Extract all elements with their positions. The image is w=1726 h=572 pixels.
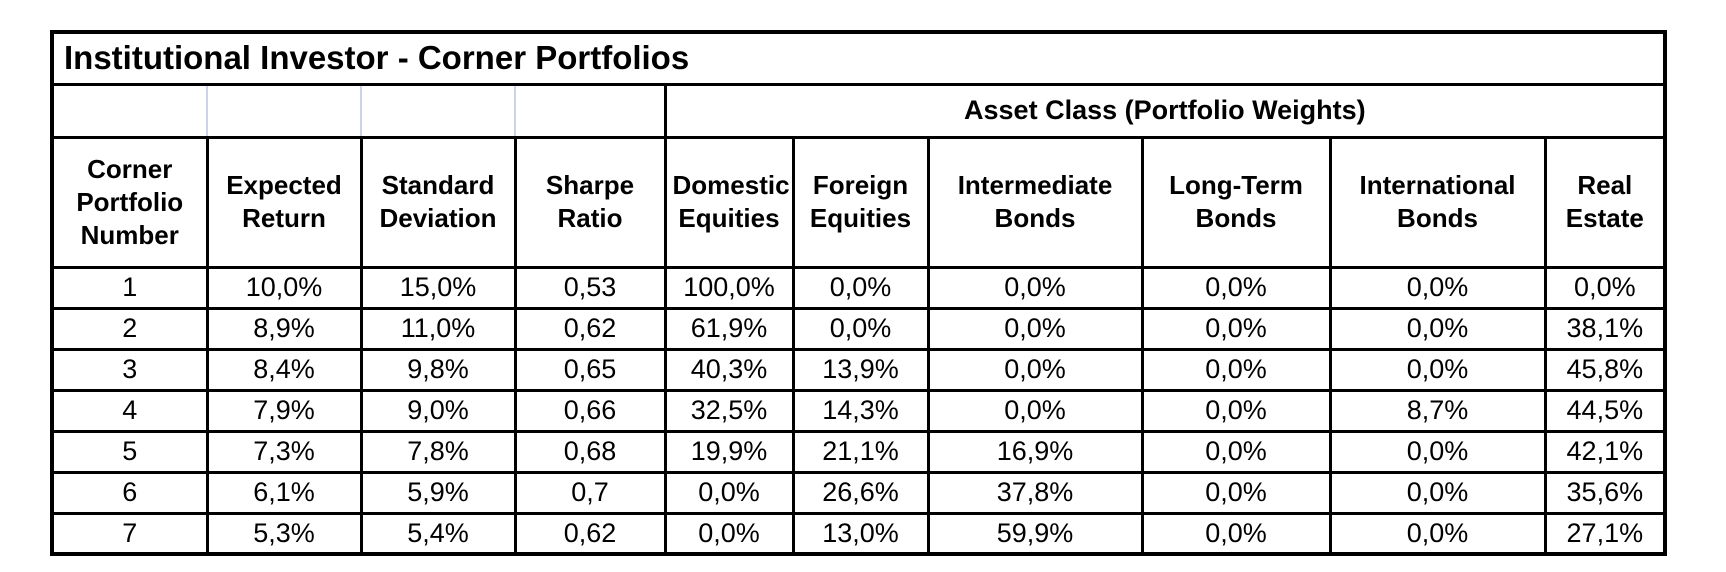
weight-value-cell: 7,8% bbox=[359, 429, 517, 474]
table-row: 2 8,9% 11,0% 0,62 61,9% 0,0% 0,0% 0,0% 0,0% 38,1% bbox=[50, 306, 1667, 351]
portfolio-number-cell: 4 bbox=[50, 388, 209, 433]
weight-value-cell: 42,1% bbox=[1543, 429, 1667, 474]
weight-value-cell: 7,3% bbox=[205, 429, 363, 474]
weight-value-cell: 5,4% bbox=[359, 511, 517, 556]
weight-value-cell: 13,0% bbox=[791, 511, 930, 556]
column-header: Standard Deviation bbox=[359, 135, 517, 269]
table-row: 4 7,9% 9,0% 0,66 32,5% 14,3% 0,0% 0,0% 8,7% 44,5% bbox=[50, 388, 1667, 433]
empty-cell bbox=[515, 82, 665, 139]
weight-value-cell: 100,0% bbox=[663, 265, 795, 310]
column-header: Domestic Equities bbox=[663, 135, 795, 269]
weight-value-cell: 44,5% bbox=[1543, 388, 1667, 433]
weight-value-cell: 40,3% bbox=[663, 347, 795, 392]
weight-value-cell: 32,5% bbox=[663, 388, 795, 433]
weight-value-cell: 0,0% bbox=[1328, 470, 1547, 515]
weight-value-cell: 38,1% bbox=[1543, 306, 1667, 351]
weight-value-cell: 0,0% bbox=[791, 306, 930, 351]
empty-cell bbox=[361, 82, 516, 139]
weight-value-cell: 9,8% bbox=[359, 347, 517, 392]
weight-value-cell: 26,6% bbox=[791, 470, 930, 515]
portfolio-number-cell: 6 bbox=[50, 470, 209, 515]
weight-value-cell: 0,65 bbox=[513, 347, 667, 392]
empty-cell bbox=[207, 82, 362, 139]
weight-value-cell: 45,8% bbox=[1543, 347, 1667, 392]
column-header: Sharpe Ratio bbox=[513, 135, 667, 269]
weight-value-cell: 0,0% bbox=[1328, 306, 1547, 351]
weight-value-cell: 0,0% bbox=[1140, 388, 1332, 433]
weight-value-cell: 10,0% bbox=[205, 265, 363, 310]
weight-value-cell: 0,0% bbox=[1328, 265, 1547, 310]
weight-value-cell: 0,68 bbox=[513, 429, 667, 474]
weight-value-cell: 16,9% bbox=[926, 429, 1144, 474]
group-header-row: Asset Class (Portfolio Weights) bbox=[50, 82, 1667, 139]
column-header: Expected Return bbox=[205, 135, 363, 269]
weight-value-cell: 0,0% bbox=[926, 265, 1144, 310]
weight-value-cell: 0,0% bbox=[1140, 470, 1332, 515]
table-row: 5 7,3% 7,8% 0,68 19,9% 21,1% 16,9% 0,0% 0,0% 42,1… bbox=[50, 429, 1667, 474]
weight-value-cell: 0,0% bbox=[926, 347, 1144, 392]
column-header: Real Estate bbox=[1543, 135, 1667, 269]
weight-value-cell: 35,6% bbox=[1543, 470, 1667, 515]
weight-value-cell: 37,8% bbox=[926, 470, 1144, 515]
column-header: International Bonds bbox=[1328, 135, 1547, 269]
title-row: Institutional Investor - Corner Portfoli… bbox=[50, 30, 1667, 86]
weight-value-cell: 8,7% bbox=[1328, 388, 1547, 433]
weight-value-cell: 8,9% bbox=[205, 306, 363, 351]
weight-value-cell: 27,1% bbox=[1543, 511, 1667, 556]
weight-value-cell: 0,0% bbox=[1140, 306, 1332, 351]
weight-value-cell: 5,3% bbox=[205, 511, 363, 556]
weight-value-cell: 0,0% bbox=[663, 470, 795, 515]
weight-value-cell: 0,0% bbox=[1328, 429, 1547, 474]
weight-value-cell: 59,9% bbox=[926, 511, 1144, 556]
weight-value-cell: 0,0% bbox=[791, 265, 930, 310]
weight-value-cell: 14,3% bbox=[791, 388, 930, 433]
portfolio-number-cell: 3 bbox=[50, 347, 209, 392]
corner-portfolios-table: Institutional Investor - Corner Portfoli… bbox=[50, 30, 1668, 556]
portfolio-number-cell: 1 bbox=[50, 265, 209, 310]
weight-value-cell: 0,7 bbox=[513, 470, 667, 515]
weight-value-cell: 19,9% bbox=[663, 429, 795, 474]
weight-value-cell: 0,62 bbox=[513, 306, 667, 351]
weight-value-cell: 0,0% bbox=[1328, 347, 1547, 392]
weight-value-cell: 0,53 bbox=[513, 265, 667, 310]
weight-value-cell: 0,0% bbox=[926, 306, 1144, 351]
table-row: 7 5,3% 5,4% 0,62 0,0% 13,0% 59,9% 0,0% 0,0% 27,1% bbox=[50, 511, 1667, 556]
weight-value-cell: 0,0% bbox=[926, 388, 1144, 433]
weight-value-cell: 13,9% bbox=[791, 347, 930, 392]
weight-value-cell: 8,4% bbox=[205, 347, 363, 392]
column-header: Corner Portfolio Number bbox=[50, 135, 209, 269]
weight-value-cell: 0,0% bbox=[1140, 265, 1332, 310]
weight-value-cell: 0,62 bbox=[513, 511, 667, 556]
weight-value-cell: 6,1% bbox=[205, 470, 363, 515]
table-row: 1 10,0% 15,0% 0,53 100,0% 0,0% 0,0% 0,0% 0,0% 0,0… bbox=[50, 265, 1667, 310]
weight-value-cell: 0,0% bbox=[1140, 347, 1332, 392]
weight-value-cell: 7,9% bbox=[205, 388, 363, 433]
portfolio-number-cell: 2 bbox=[50, 306, 209, 351]
weight-value-cell: 61,9% bbox=[663, 306, 795, 351]
column-header: Intermediate Bonds bbox=[926, 135, 1144, 269]
weight-value-cell: 21,1% bbox=[791, 429, 930, 474]
portfolio-number-cell: 7 bbox=[50, 511, 209, 556]
weight-value-cell: 0,66 bbox=[513, 388, 667, 433]
weight-value-cell: 0,0% bbox=[1140, 429, 1332, 474]
weight-value-cell: 0,0% bbox=[1543, 265, 1667, 310]
weight-value-cell: 5,9% bbox=[359, 470, 517, 515]
column-header: Foreign Equities bbox=[791, 135, 930, 269]
weight-value-cell: 9,0% bbox=[359, 388, 517, 433]
column-header-row: Corner Portfolio Number Expected Return St… bbox=[50, 135, 1667, 269]
column-header: Long-Term Bonds bbox=[1140, 135, 1332, 269]
weight-value-cell: 11,0% bbox=[359, 306, 517, 351]
weight-value-cell: 15,0% bbox=[359, 265, 517, 310]
weight-value-cell: 0,0% bbox=[1140, 511, 1332, 556]
asset-class-group-header: Asset Class (Portfolio Weights) bbox=[663, 82, 1667, 139]
table-row: 3 8,4% 9,8% 0,65 40,3% 13,9% 0,0% 0,0% 0,0% 45,8% bbox=[50, 347, 1667, 392]
portfolio-number-cell: 5 bbox=[50, 429, 209, 474]
empty-cell bbox=[50, 82, 208, 139]
weight-value-cell: 0,0% bbox=[1328, 511, 1547, 556]
table-title: Institutional Investor - Corner Portfoli… bbox=[50, 30, 1667, 86]
weight-value-cell: 0,0% bbox=[663, 511, 795, 556]
table-row: 6 6,1% 5,9% 0,7 0,0% 26,6% 37,8% 0,0% 0,0% 35,6% bbox=[50, 470, 1667, 515]
